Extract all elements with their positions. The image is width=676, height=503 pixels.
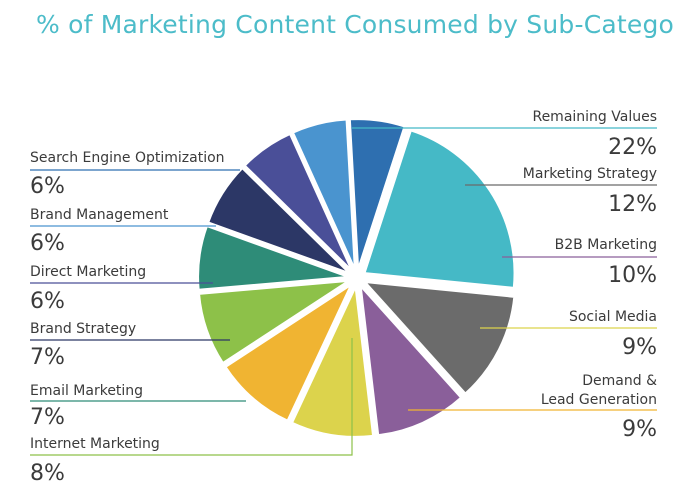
slice-value-5: 8% [30,461,65,486]
leader-line-5 [30,338,353,456]
pie-slice-8 [243,132,353,272]
pie-slice-4 [224,282,354,423]
pie-slice-9 [291,118,356,270]
pie-slice-0 [363,129,516,289]
slice-label-3: Social Media [569,309,657,325]
slice-value-7: 7% [30,345,65,370]
pie-labels: Remaining Values 22% Marketing Strategy 12%… [30,109,657,486]
pie-slice-7 [206,166,351,275]
slice-value-0: 22% [608,135,657,160]
slice-label-1: Marketing Strategy [523,166,657,182]
slice-label-0: Remaining Values [532,109,657,125]
slice-label-10: Search Engine Optimization [30,150,225,166]
slice-value-9: 6% [30,231,65,256]
slice-label-4-line-0: Demand & [582,373,657,389]
slice-value-1: 12% [608,192,657,217]
slice-value-4: 9% [622,417,657,442]
slice-value-8: 6% [30,289,65,314]
slice-value-2: 10% [608,263,657,288]
slice-label-6: Email Marketing [30,383,143,399]
slice-label-7: Brand Strategy [30,321,136,337]
pie-slice-3 [290,283,375,438]
slice-value-6: 7% [30,405,65,430]
slice-label-9: Brand Management [30,207,169,223]
slice-label-8: Direct Marketing [30,264,146,280]
chart-title: % of Marketing Content Consumed by Sub-C… [36,10,676,39]
pie-slice-2 [359,283,463,437]
pie-slice-10 [348,118,406,270]
slice-label-4-line-1: Lead Generation [541,392,657,408]
pie-slices [197,118,516,438]
slice-label-2: B2B Marketing [555,237,657,253]
slice-label-5: Internet Marketing [30,436,160,452]
slice-value-3: 9% [622,335,657,360]
pie-slice-1 [362,280,516,395]
slice-value-10: 6% [30,174,65,199]
pie-slice-5 [197,279,350,365]
